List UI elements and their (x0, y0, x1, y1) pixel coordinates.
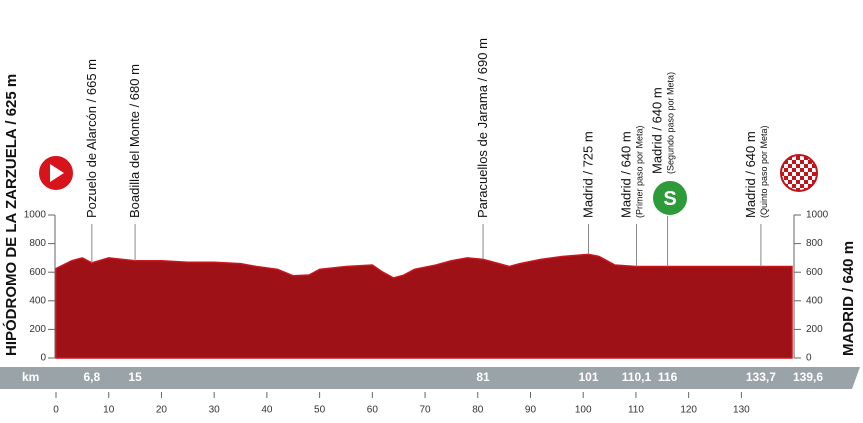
x-tick-label: 0 (53, 405, 59, 416)
km-label: km (22, 370, 39, 384)
x-tick-label: 130 (733, 405, 750, 416)
y-tick-label: 800 (29, 238, 46, 249)
waypoint-km: 101 (578, 370, 598, 384)
waypoint-note: (Segundo paso por Meta) (666, 72, 676, 174)
y2-tick-label: 600 (806, 267, 823, 278)
waypoint-name: Madrid / 725 m (580, 131, 595, 218)
waypoint-km: 116 (658, 370, 678, 384)
start-label: HIPÓDROMO DE LA ZARZUELA / 625 m (2, 74, 20, 356)
waypoint-name: Madrid / 640 m (650, 87, 665, 174)
waypoint-name: Madrid / 640 m (618, 131, 633, 218)
y-tick-label: 200 (29, 324, 46, 335)
start-icon (37, 154, 75, 192)
waypoint-km: 15 (128, 370, 142, 384)
waypoint-km: 110,1 (622, 370, 652, 384)
waypoint-name: Pozuelo de Alarcón / 665 m (84, 59, 99, 218)
y2-tick-label: 800 (806, 238, 823, 249)
waypoint-name: Madrid / 640 m (743, 131, 758, 218)
y-tick-label: 0 (40, 353, 46, 364)
y2-tick-label: 200 (806, 324, 823, 335)
waypoint-km: 6,8 (84, 370, 101, 384)
x-tick-label: 110 (628, 405, 644, 416)
waypoint-note: (Primer paso por Meta) (634, 125, 644, 218)
profile-area (55, 253, 793, 359)
x-tick-label: 70 (419, 405, 431, 416)
waypoint-km: 81 (476, 370, 490, 384)
km-bar (0, 367, 860, 389)
y2-tick-label: 0 (806, 353, 812, 364)
y-tick-label: 600 (29, 267, 46, 278)
sprint-icon: S (651, 179, 689, 217)
waypoint-km: 133,7 (746, 370, 776, 384)
y-tick-label: 400 (29, 295, 46, 306)
y2-tick-label: 400 (806, 295, 823, 306)
x-tick-label: 30 (209, 405, 221, 416)
waypoint-note: (Quinto paso por Meta) (759, 125, 769, 218)
x-tick-label: 100 (575, 405, 592, 416)
x-tick-label: 40 (261, 405, 273, 416)
x-tick-label: 60 (367, 405, 379, 416)
x-tick-label: 90 (525, 405, 537, 416)
y2-tick-label: 1000 (806, 210, 829, 221)
finish-icon (780, 154, 818, 192)
x-tick-label: 10 (103, 405, 115, 416)
y-tick-label: 1000 (24, 210, 47, 221)
x-tick-label: 20 (156, 405, 168, 416)
x-tick-label: 80 (472, 405, 484, 416)
finish-km: 139,6 (793, 370, 823, 384)
finish-label: MADRID / 640 m (840, 241, 857, 356)
sprint-letter: S (663, 188, 676, 210)
x-tick-label: 50 (314, 405, 326, 416)
waypoint-name: Boadilla del Monte / 680 m (127, 64, 142, 218)
x-tick-label: 120 (680, 405, 697, 416)
waypoint-name: Paracuellos de Jarama / 690 m (475, 38, 490, 218)
